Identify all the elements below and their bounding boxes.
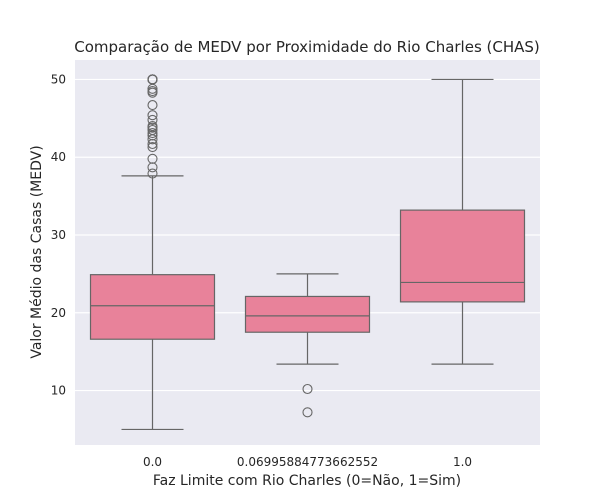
outlier-point — [147, 153, 158, 164]
box-group — [399, 78, 526, 365]
boxes — [89, 74, 526, 431]
box-group — [89, 74, 216, 431]
y-tick-label: 20 — [51, 306, 66, 320]
outlier-point — [147, 142, 158, 153]
outlier-point — [147, 168, 158, 179]
iqr-box — [244, 295, 371, 333]
y-tick-label: 10 — [51, 384, 66, 398]
chart-title: Comparação de MEDV por Proximidade do Ri… — [74, 38, 540, 56]
outlier-point — [302, 407, 313, 418]
outlier-point — [147, 74, 158, 85]
y-axis-ticks: 10 20 30 40 50 — [51, 72, 66, 397]
outlier-point — [147, 121, 158, 132]
outlier-point — [302, 383, 313, 395]
box-group — [244, 273, 371, 418]
x-axis-label: Faz Limite com Rio Charles (0=Não, 1=Sim… — [153, 473, 461, 489]
y-tick-label: 30 — [51, 228, 66, 242]
outlier-point — [147, 86, 158, 97]
outlier-point — [147, 114, 158, 125]
iqr-box — [399, 209, 526, 303]
outlier-point — [147, 128, 158, 139]
outlier-point — [147, 110, 158, 121]
y-tick-label: 50 — [51, 72, 66, 86]
outlier-point — [147, 100, 158, 111]
y-tick-label: 40 — [51, 150, 66, 164]
x-tick-label: 0.0 — [143, 455, 162, 469]
outlier-point — [147, 124, 158, 136]
x-axis-ticks: 0.0 0.06995884773662552 1.0 — [143, 455, 472, 469]
x-tick-label: 0.06995884773662552 — [237, 455, 378, 469]
y-axis-label: Valor Médio das Casas (MEDV) — [29, 145, 45, 358]
x-tick-label: 1.0 — [453, 455, 472, 469]
iqr-box — [89, 274, 216, 340]
